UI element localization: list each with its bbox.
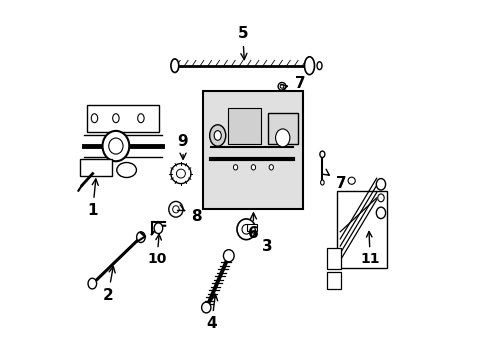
Ellipse shape [102,131,129,161]
Bar [203,91,303,208]
Text: 1: 1 [87,179,98,218]
Ellipse shape [237,219,255,240]
Text: 5: 5 [237,26,247,60]
Text: 3: 3 [250,228,272,253]
Bar [228,108,260,144]
Ellipse shape [278,82,285,90]
Ellipse shape [319,151,324,157]
Bar [87,105,159,132]
Ellipse shape [176,169,185,178]
Ellipse shape [214,131,221,140]
Ellipse shape [280,85,283,88]
Ellipse shape [172,206,179,213]
Ellipse shape [117,162,136,177]
Text: 9: 9 [177,134,188,159]
Ellipse shape [171,59,179,72]
Ellipse shape [251,165,255,170]
Ellipse shape [347,177,354,184]
Ellipse shape [138,114,144,123]
Ellipse shape [268,165,273,170]
Text: 4: 4 [206,294,217,331]
Ellipse shape [136,232,145,243]
Ellipse shape [108,138,123,154]
Ellipse shape [316,62,322,69]
Ellipse shape [209,125,225,146]
Bar [80,159,112,176]
Bar [326,248,340,269]
Ellipse shape [154,223,163,234]
Text: 6: 6 [247,213,258,241]
Text: 11: 11 [360,231,379,266]
Text: 10: 10 [147,234,166,266]
Ellipse shape [242,225,250,234]
Ellipse shape [88,278,97,289]
Ellipse shape [304,57,314,75]
Text: 7: 7 [280,76,305,91]
Text: 2: 2 [102,266,115,302]
Ellipse shape [376,207,385,219]
Bar [267,113,298,144]
Ellipse shape [275,129,289,147]
Ellipse shape [112,114,119,123]
Text: 7: 7 [322,169,346,191]
Ellipse shape [201,302,210,313]
Ellipse shape [91,114,98,123]
Ellipse shape [223,249,234,262]
Ellipse shape [376,179,385,190]
Bar [247,224,257,231]
Ellipse shape [171,163,190,184]
Ellipse shape [168,202,183,217]
Ellipse shape [320,180,324,185]
Text: 8: 8 [177,205,201,224]
Ellipse shape [233,165,237,170]
Ellipse shape [377,194,384,202]
Bar [326,272,340,289]
Bar [336,191,386,267]
